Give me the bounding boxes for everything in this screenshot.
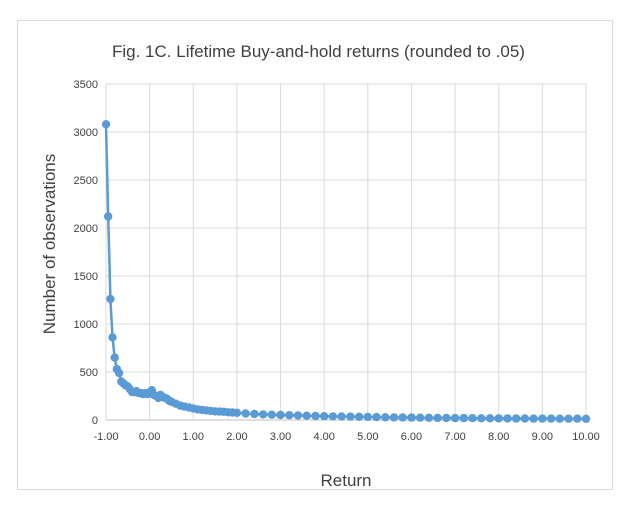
data-point [477, 414, 486, 423]
data-point [468, 414, 477, 423]
data-point [241, 409, 250, 418]
x-tick-label: 0.00 [139, 431, 160, 443]
y-tick-label: 3000 [74, 127, 98, 139]
data-point [546, 414, 556, 423]
data-point [485, 414, 495, 423]
data-point [389, 413, 399, 422]
x-axis-tick-labels: -1.00 0.00 1.00 2.00 3.00 4.00 5.00 6.00 7.00 8.0… [93, 431, 599, 443]
data-point [293, 411, 303, 420]
y-tick-label: 500 [80, 367, 98, 379]
x-tick-label: 1.00 [183, 431, 204, 443]
data-point [114, 368, 124, 378]
data-point [302, 411, 311, 420]
data-point [512, 414, 521, 423]
data-point [459, 413, 468, 423]
x-tick-label: 6.00 [401, 431, 422, 443]
data-point [276, 410, 285, 420]
data-point [407, 413, 416, 422]
chart-title: Fig. 1C. Lifetime Buy-and-hold returns (… [112, 42, 525, 61]
data-point [581, 414, 591, 423]
data-point [108, 333, 117, 342]
x-tick-label: 2.00 [226, 431, 247, 443]
data-point [285, 411, 294, 420]
data-point [363, 412, 372, 422]
y-axis-title: Number of observations [40, 154, 59, 334]
series-returns [101, 120, 591, 423]
data-point [442, 413, 451, 423]
y-tick-label: 0 [92, 415, 98, 427]
data-point [104, 212, 113, 221]
data-point [538, 414, 547, 423]
y-tick-label: 2000 [74, 223, 98, 235]
data-point [250, 409, 259, 419]
data-point [573, 414, 582, 423]
gridlines [105, 83, 587, 421]
data-point [106, 294, 115, 304]
data-point [494, 414, 503, 423]
x-tick-label: -1.00 [93, 431, 118, 443]
y-tick-label: 1500 [74, 271, 98, 283]
y-tick-label: 1000 [74, 319, 98, 331]
data-point [450, 413, 460, 423]
data-point [398, 413, 407, 422]
chart-svg: Fig. 1C. Lifetime Buy-and-hold returns (… [40, 42, 600, 490]
data-point [424, 413, 434, 422]
y-tick-label: 3500 [74, 79, 98, 91]
data-point [328, 412, 338, 421]
data-point [529, 414, 538, 423]
x-tick-label: 8.00 [488, 431, 509, 443]
data-point [433, 413, 442, 423]
data-point [311, 411, 320, 421]
x-axis-title: Return [320, 471, 371, 490]
y-axis-tick-labels: 0 500 1000 1500 2000 2500 3000 3500 [74, 79, 98, 427]
x-tick-label: 5.00 [357, 431, 378, 443]
data-point [354, 412, 364, 421]
data-point [346, 412, 355, 421]
x-tick-label: 3.00 [270, 431, 291, 443]
data-point [258, 410, 268, 419]
series-line [104, 124, 587, 421]
chart-frame: Fig. 1C. Lifetime Buy-and-hold returns (… [17, 20, 613, 490]
x-tick-label: 10.00 [572, 431, 600, 443]
data-point [232, 408, 242, 417]
data-point [520, 414, 530, 423]
data-point [320, 412, 329, 421]
data-point [267, 410, 276, 419]
y-tick-label: 2500 [74, 175, 98, 187]
data-point [555, 414, 564, 423]
data-point [110, 353, 119, 362]
x-tick-label: 7.00 [444, 431, 465, 443]
data-point [337, 412, 346, 421]
data-point [101, 120, 111, 129]
data-point [503, 414, 512, 423]
data-point [564, 414, 573, 423]
data-point [372, 412, 381, 422]
data-point [381, 413, 390, 422]
data-point [416, 413, 425, 422]
x-tick-label: 9.00 [532, 431, 553, 443]
x-tick-label: 4.00 [313, 431, 334, 443]
